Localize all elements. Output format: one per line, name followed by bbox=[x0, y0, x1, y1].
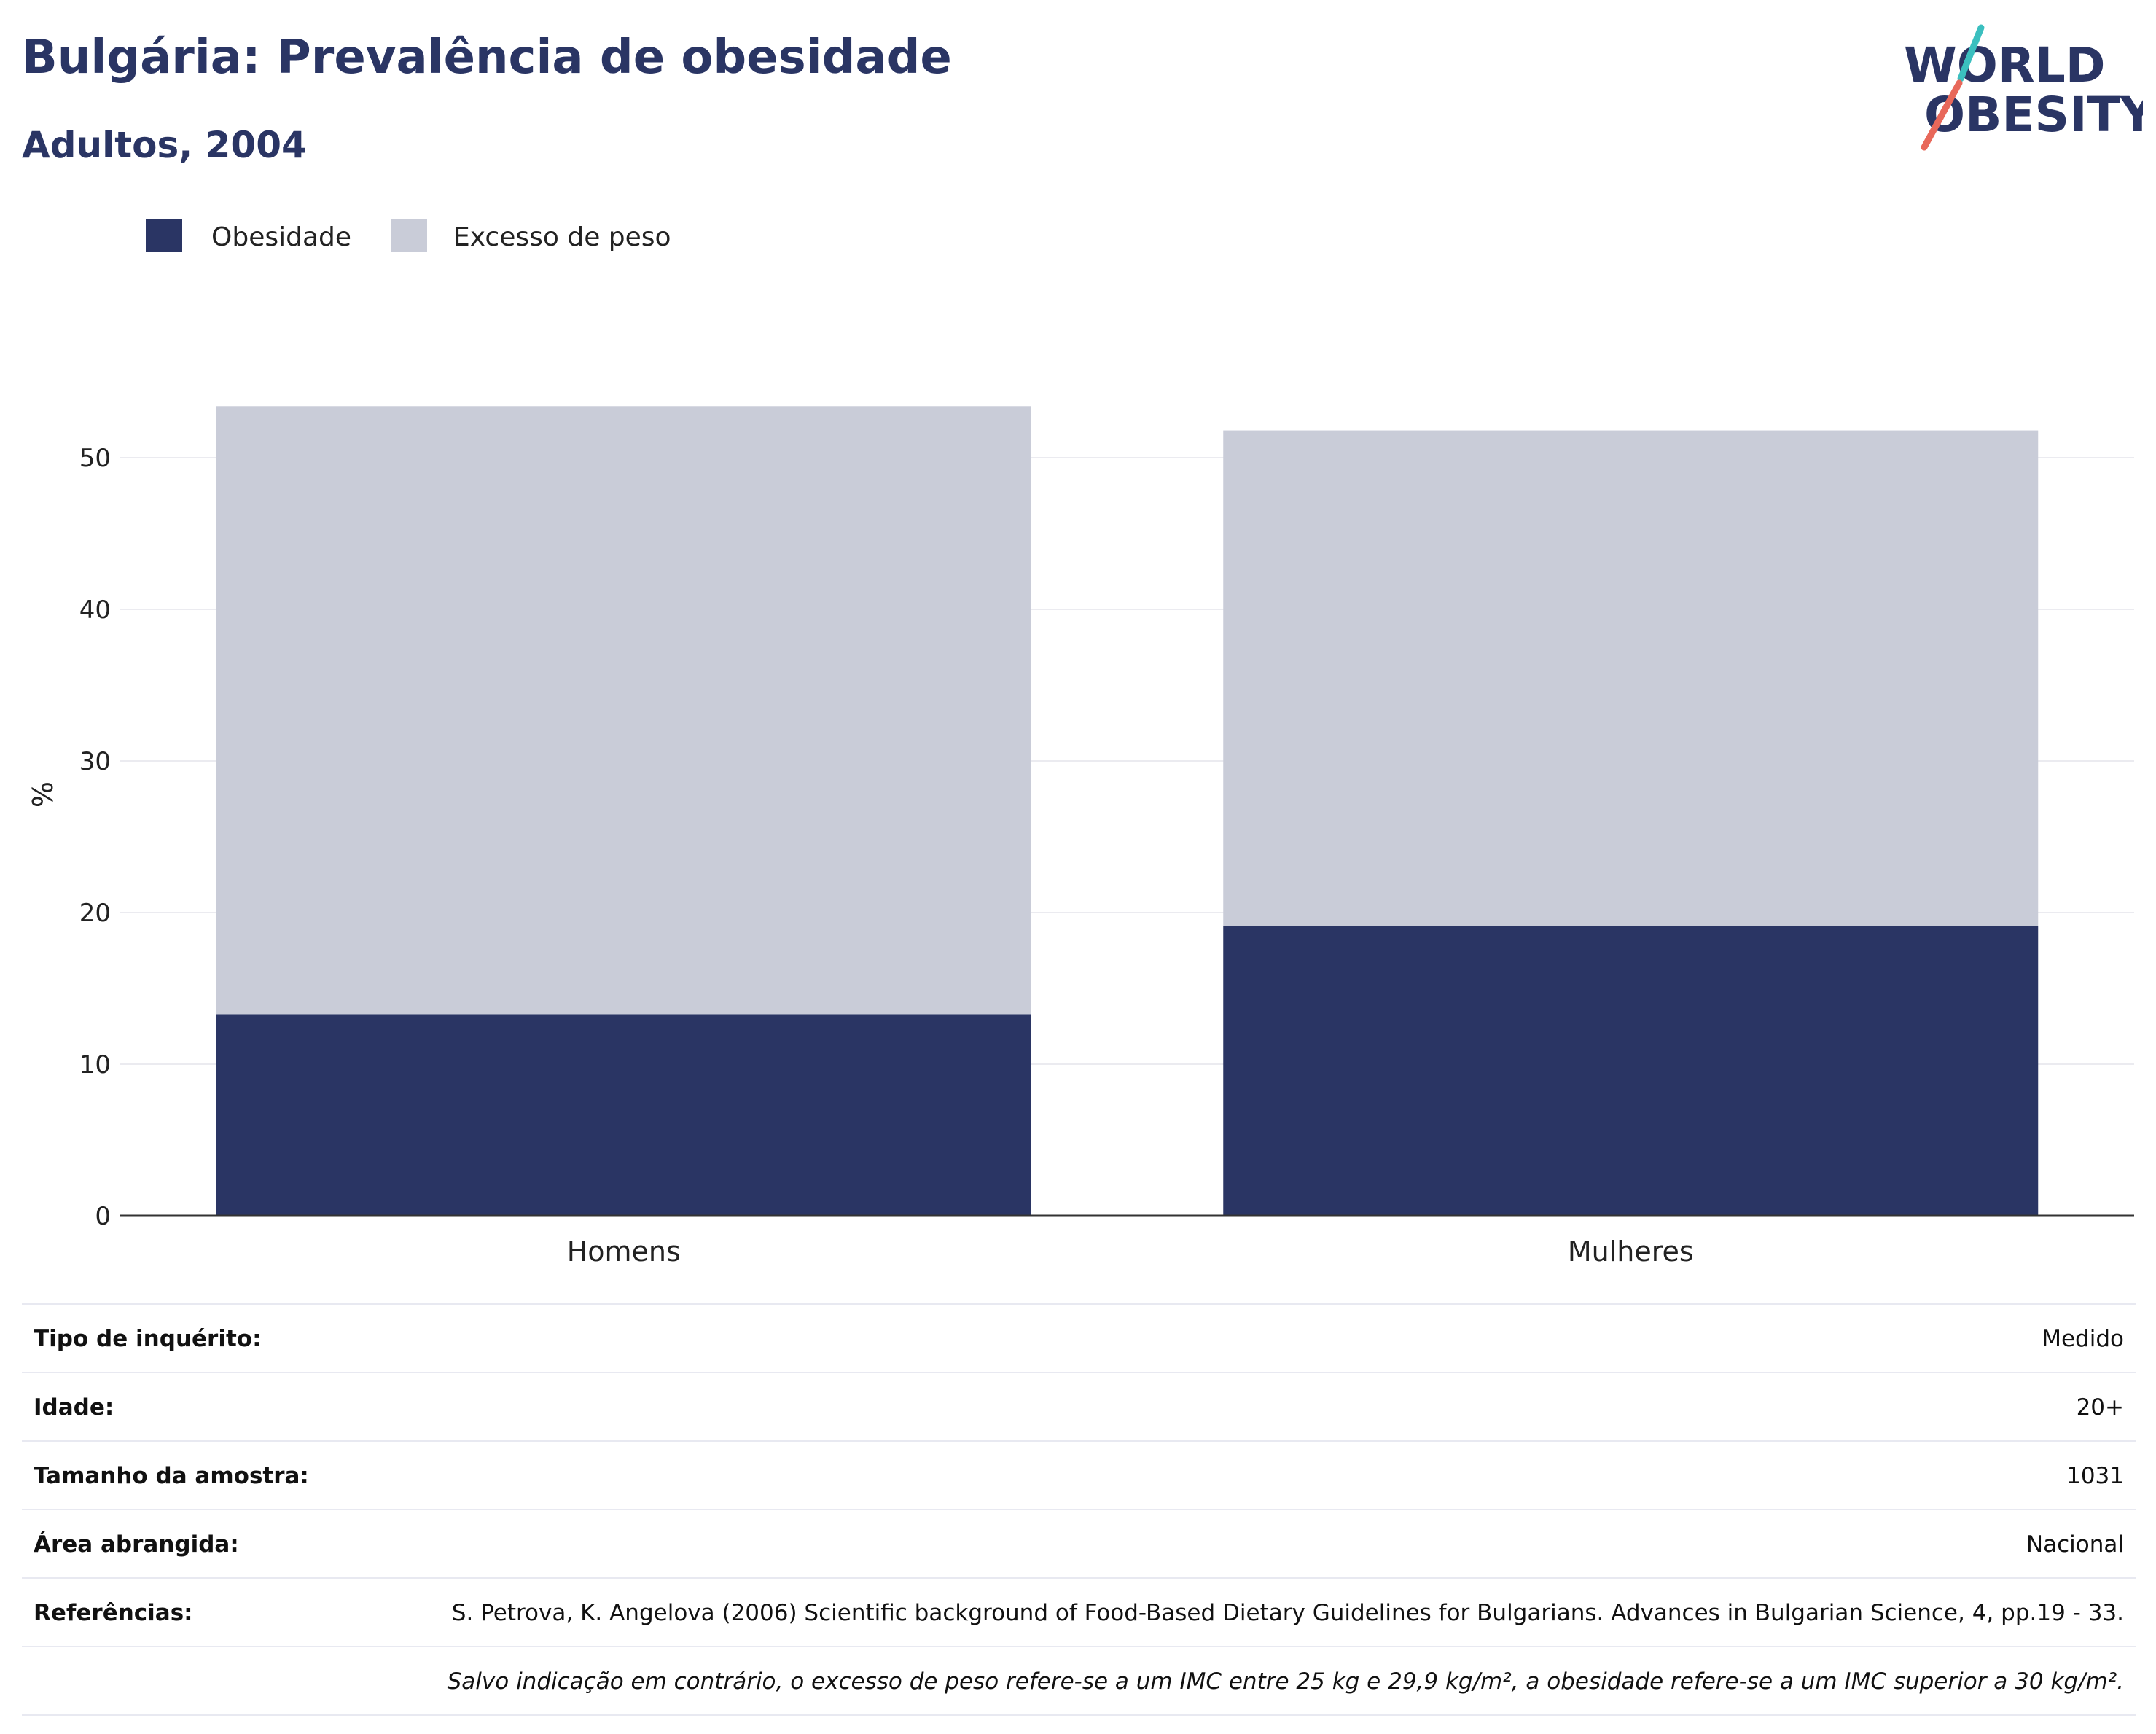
logo-slash-bottom bbox=[1921, 79, 1963, 151]
info-value: Medido bbox=[424, 1303, 2136, 1373]
y-axis: 0 10 20 30 40 50% bbox=[27, 444, 111, 1231]
y-tick-label: 0 bbox=[95, 1202, 111, 1231]
info-value: 20+ bbox=[424, 1372, 2136, 1442]
info-value: 1031 bbox=[424, 1440, 2136, 1510]
legend-label-overweight: Excesso de peso bbox=[453, 222, 671, 252]
info-row-survey-type: Tipo de inquérito: Medido bbox=[22, 1303, 2136, 1373]
legend-label-obesity: Obesidade bbox=[211, 222, 351, 252]
y-tick-label: 30 bbox=[79, 747, 111, 776]
info-label: Tamanho da amostra: bbox=[22, 1440, 424, 1510]
info-row-sample-size: Tamanho da amostra: 1031 bbox=[22, 1440, 2136, 1510]
info-value: S. Petrova, K. Angelova (2006) Scientifi… bbox=[424, 1577, 2136, 1647]
x-tick-label: Homens bbox=[567, 1235, 681, 1268]
legend-swatch-overweight bbox=[391, 219, 427, 252]
y-tick-label: 20 bbox=[79, 899, 111, 928]
bar-obesity-mulheres bbox=[1223, 926, 2039, 1216]
bar-overweight-homens bbox=[216, 406, 1031, 1015]
info-row-area: Área abrangida: Nacional bbox=[22, 1509, 2136, 1579]
info-row-references: Referências: S. Petrova, K. Angelova (20… bbox=[22, 1577, 2136, 1647]
info-value: Nacional bbox=[424, 1509, 2136, 1579]
logo-slash-top bbox=[1957, 24, 1985, 82]
legend: Obesidade Excesso de peso bbox=[146, 219, 671, 252]
info-note: Salvo indicação em contrário, o excesso … bbox=[22, 1646, 2136, 1716]
info-table: Tipo de inquérito: Medido Idade: 20+ Tam… bbox=[22, 1303, 2136, 1716]
x-tick-label: Mulheres bbox=[1568, 1235, 1694, 1268]
logo-line2: OBESITY bbox=[1924, 87, 2143, 143]
y-tick-label: 10 bbox=[79, 1050, 111, 1079]
x-axis: Homens Mulheres bbox=[120, 1214, 2134, 1268]
bar-obesity-homens bbox=[216, 1014, 1031, 1216]
info-label: Idade: bbox=[22, 1372, 424, 1442]
info-label: Área abrangida: bbox=[22, 1509, 424, 1579]
y-tick-label: 40 bbox=[79, 595, 111, 625]
chart: Obesidade Excesso de peso 0 10 20 30 40 50% Ho… bbox=[27, 219, 2134, 1268]
page-title: Bulgária: Prevalência de obesidade bbox=[22, 31, 952, 85]
y-tick-label: 50 bbox=[79, 444, 111, 473]
info-label: Referências: bbox=[22, 1577, 424, 1647]
page-subtitle: Adultos, 2004 bbox=[22, 124, 307, 166]
legend-swatch-obesity bbox=[146, 219, 182, 252]
info-label: Tipo de inquérito: bbox=[22, 1303, 424, 1373]
logo-line1: WORLD bbox=[1904, 37, 2106, 93]
info-row-age: Idade: 20+ bbox=[22, 1372, 2136, 1442]
info-row-note: Salvo indicação em contrário, o excesso … bbox=[22, 1646, 2136, 1716]
bars bbox=[216, 406, 2039, 1216]
bar-overweight-mulheres bbox=[1223, 430, 2039, 926]
y-axis-title: % bbox=[27, 781, 59, 808]
world-obesity-logo: WORLD OBESITY bbox=[1904, 24, 2143, 151]
